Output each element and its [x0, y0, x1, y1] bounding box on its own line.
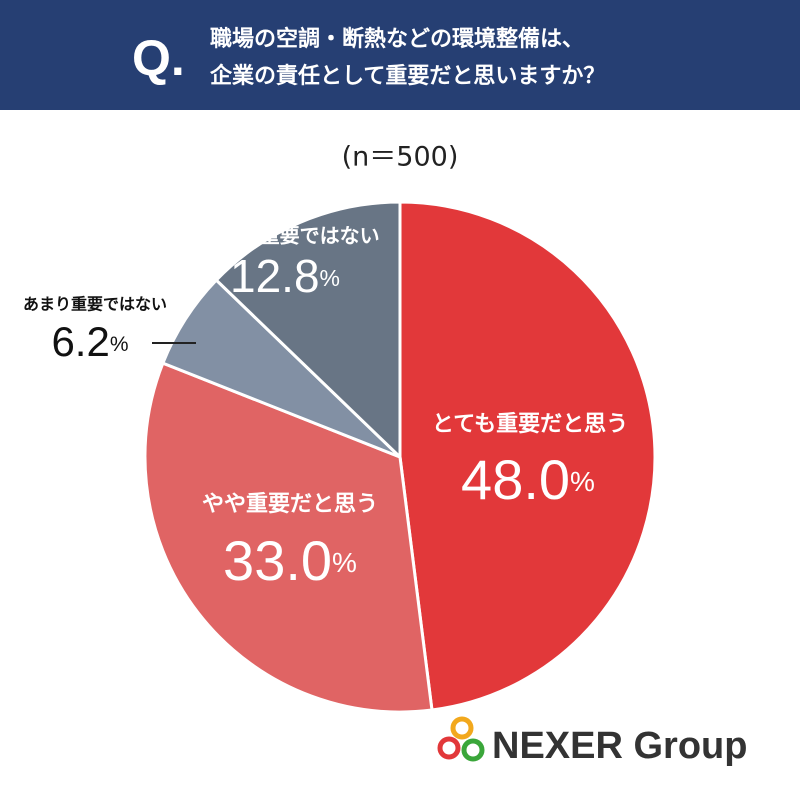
value-label: 33.0% [223, 529, 357, 592]
logo-ring [450, 716, 474, 740]
pie-slice [214, 200, 402, 461]
logo-ring [461, 738, 485, 762]
header-bar [0, 0, 800, 110]
logo-text: NEXER Group [492, 725, 747, 767]
value-label: 6.2% [51, 318, 128, 365]
slice-label: とても重要だと思う [432, 412, 628, 437]
title-line: 職場の空調・断熱などの環境整備は、 [210, 26, 584, 52]
value-label: 48.0% [461, 448, 595, 511]
title-line: 企業の責任として重要だと思いますか？ [209, 63, 605, 89]
slice-label: やや重要だと思う [202, 492, 378, 517]
value-label: 12.8% [230, 250, 340, 302]
logo-ring [437, 736, 461, 760]
subtitle: (n＝500) [342, 142, 459, 173]
logo-mark [437, 716, 485, 762]
slice-label: あまり重要ではない [23, 295, 167, 314]
slice-label: まったく重要ではない [180, 224, 379, 248]
q-mark: Q. [132, 30, 185, 86]
pie-slice [143, 361, 434, 714]
pie [143, 200, 657, 714]
pie-slice [398, 200, 657, 712]
